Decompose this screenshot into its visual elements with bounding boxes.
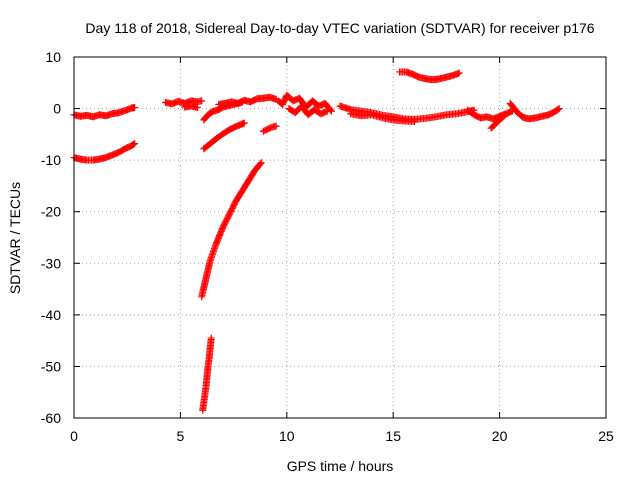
series-arc-10 [199,334,215,414]
data-point [198,97,206,105]
y-tick-label: -60 [41,410,61,426]
data-point [257,159,265,167]
series-arc-6 [200,98,246,124]
y-tick-label: -10 [41,152,61,168]
series-arc-4 [181,102,201,112]
series-arc-7 [200,119,248,153]
series-arc-8 [259,122,280,135]
plot-frame [73,56,607,419]
y-tick-label: -50 [41,358,61,374]
data-point [323,107,331,115]
series-arc-17 [487,112,508,132]
series-arc-18 [506,99,563,123]
x-tick-label: 5 [177,428,185,444]
y-tick-label: -30 [41,255,61,271]
data-point-fill [256,160,264,168]
series-arc-3 [162,97,206,108]
data-point-fill [499,113,507,121]
chart-title: Day 118 of 2018, Sidereal Day-to-day VTE… [85,20,594,36]
y-tick-label: 10 [45,49,61,65]
series-arc-14 [347,110,418,125]
x-tick-label: 15 [385,428,401,444]
x-tick-label: 0 [70,428,78,444]
data-point-fill [327,106,335,114]
x-axis-title: GPS time / hours [287,458,394,474]
y-axis-title: SDTVAR / TECUs [7,182,23,294]
data-point [131,140,139,148]
data-point [240,119,248,127]
data-point [193,104,201,112]
data-point [500,112,508,120]
x-tick-label: 25 [598,428,614,444]
y-tick-label: -40 [41,307,61,323]
data-point [555,105,563,113]
series-arc-15 [396,68,463,84]
data-point [272,122,280,130]
y-tick-label: -20 [41,204,61,220]
x-tick-label: 20 [492,428,508,444]
y-tick-label: 0 [53,101,61,117]
series-arc-1 [70,104,139,121]
data-point-fill [554,105,562,113]
x-tick-label: 10 [279,428,295,444]
series-arc-9 [198,159,265,301]
data-point [207,334,215,342]
data-point [410,117,418,125]
data-point-fill [130,140,138,148]
data-point [455,69,463,77]
series-arc-12 [285,102,331,119]
plot-series [70,68,563,414]
series-arc-2 [70,140,139,164]
data-point [238,98,246,106]
data-point [131,104,139,112]
grid-lines [74,57,606,418]
